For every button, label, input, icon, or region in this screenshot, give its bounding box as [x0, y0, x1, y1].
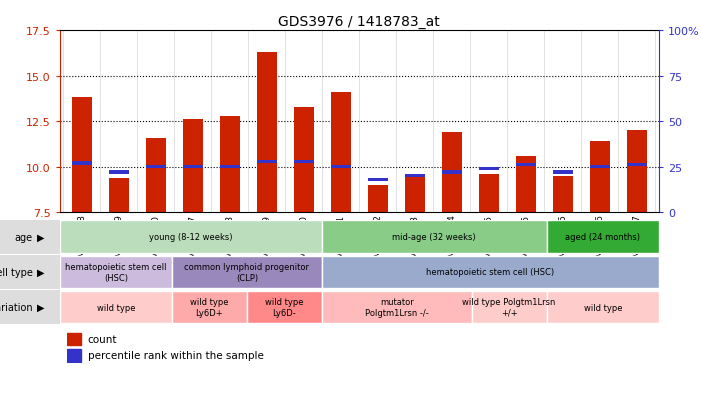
Bar — [67, 333, 81, 345]
Bar — [479, 167, 499, 171]
Bar — [60, 256, 172, 288]
Bar — [479, 175, 499, 213]
Bar — [294, 160, 314, 164]
Bar — [67, 349, 81, 362]
Bar — [172, 291, 247, 323]
Bar — [627, 164, 647, 167]
Bar — [590, 166, 610, 169]
Bar — [109, 178, 129, 213]
Bar — [60, 221, 322, 253]
Text: age: age — [15, 232, 33, 242]
Text: mutator
Polgtm1Lrsn -/-: mutator Polgtm1Lrsn -/- — [365, 298, 428, 317]
Bar — [404, 175, 425, 178]
Text: wild type
Ly6D+: wild type Ly6D+ — [190, 298, 229, 317]
Bar — [331, 166, 351, 169]
Bar — [627, 131, 647, 213]
Text: hematopoietic stem cell
(HSC): hematopoietic stem cell (HSC) — [65, 263, 167, 282]
Bar — [219, 116, 240, 213]
Bar — [247, 291, 322, 323]
Text: hematopoietic stem cell (HSC): hematopoietic stem cell (HSC) — [426, 268, 554, 277]
Title: GDS3976 / 1418783_at: GDS3976 / 1418783_at — [278, 14, 440, 28]
Bar — [72, 98, 92, 213]
Text: count: count — [88, 334, 117, 344]
Bar — [515, 157, 536, 213]
Text: aged (24 months): aged (24 months) — [565, 233, 640, 242]
Text: cell type: cell type — [0, 267, 33, 277]
Text: wild type: wild type — [97, 303, 135, 312]
Bar — [172, 256, 322, 288]
Bar — [404, 176, 425, 213]
Bar — [367, 178, 388, 182]
Bar — [257, 53, 277, 213]
Text: wild type Polgtm1Lrsn
+/+: wild type Polgtm1Lrsn +/+ — [463, 298, 556, 317]
Bar — [590, 142, 610, 213]
Bar — [182, 120, 203, 213]
Text: wild type
Ly6D-: wild type Ly6D- — [265, 298, 304, 317]
Bar — [109, 171, 129, 174]
Bar — [515, 164, 536, 167]
Bar — [294, 107, 314, 213]
Bar — [182, 166, 203, 169]
Bar — [547, 291, 659, 323]
Bar — [331, 93, 351, 213]
Text: mid-age (32 weeks): mid-age (32 weeks) — [393, 233, 476, 242]
Bar — [442, 133, 462, 213]
Bar — [472, 291, 547, 323]
Text: wild type: wild type — [583, 303, 622, 312]
Text: young (8-12 weeks): young (8-12 weeks) — [149, 233, 233, 242]
Bar — [257, 160, 277, 164]
Text: ▶: ▶ — [37, 302, 44, 312]
Text: ▶: ▶ — [37, 267, 44, 277]
Bar — [72, 162, 92, 165]
Bar — [552, 171, 573, 174]
Bar — [442, 171, 462, 174]
Bar — [552, 176, 573, 213]
Bar — [322, 256, 659, 288]
Text: genotype/variation: genotype/variation — [0, 302, 33, 312]
Bar — [367, 185, 388, 213]
Text: ▶: ▶ — [37, 232, 44, 242]
Bar — [547, 221, 659, 253]
Bar — [60, 291, 172, 323]
Text: common lymphoid progenitor
(CLP): common lymphoid progenitor (CLP) — [184, 263, 309, 282]
Text: percentile rank within the sample: percentile rank within the sample — [88, 351, 264, 361]
Bar — [146, 166, 166, 169]
Bar — [146, 138, 166, 213]
Bar — [322, 221, 547, 253]
Bar — [322, 291, 472, 323]
Bar — [219, 166, 240, 169]
